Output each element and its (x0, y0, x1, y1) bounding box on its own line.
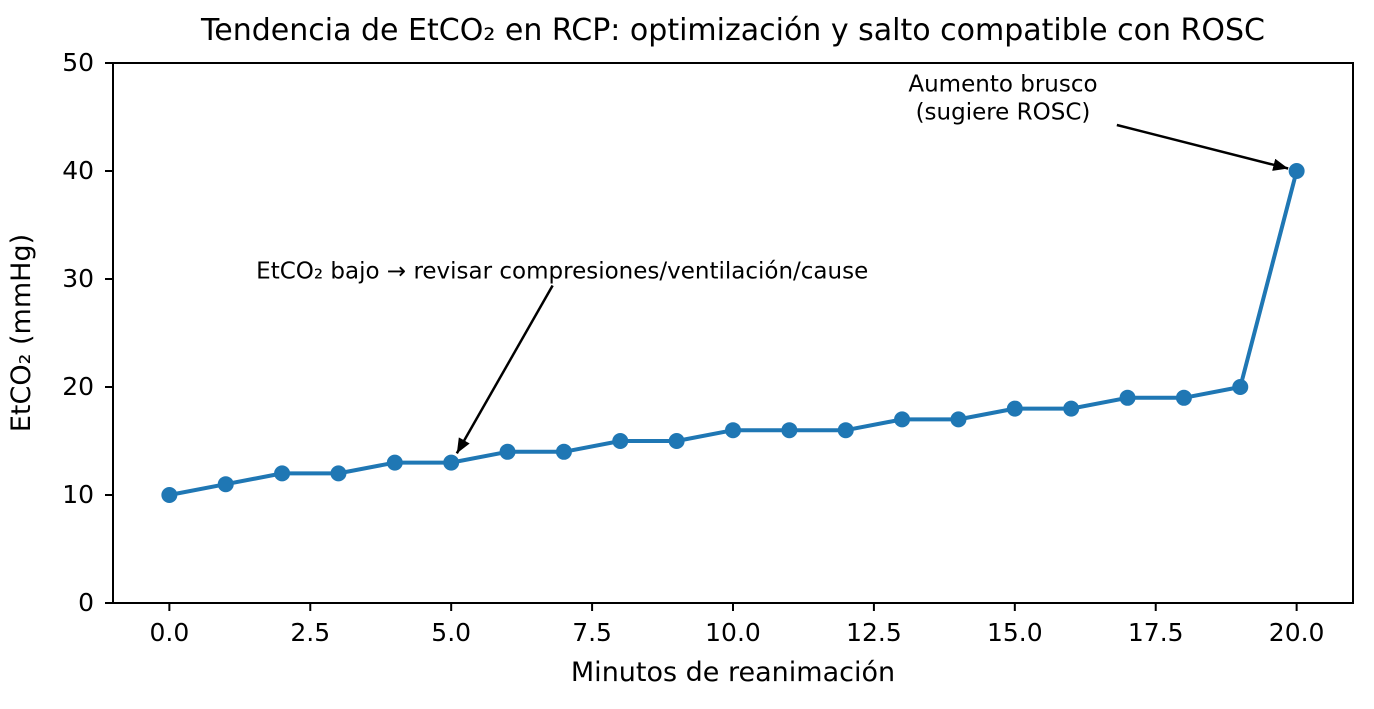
x-tick-label: 5.0 (431, 618, 471, 647)
etco2-series (161, 163, 1305, 503)
data-point-marker (443, 454, 460, 471)
data-point-marker (668, 433, 685, 449)
x-tick-label: 20.0 (1269, 618, 1325, 647)
y-tick-label: 20 (62, 372, 94, 401)
data-point-marker (950, 411, 967, 428)
annotation-rosc-line-1: Aumento brusco (908, 72, 1097, 98)
y-tick-label: 10 (62, 480, 94, 509)
x-axis-label: Minutos de reanimación (571, 657, 895, 688)
data-point-marker (894, 411, 911, 428)
x-tick-label: 17.5 (1128, 618, 1184, 647)
y-tick-label: 0 (78, 588, 94, 617)
x-axis: 0.0 2.5 5.0 7.5 10.0 12.5 15.0 17.5 20.0 (149, 603, 1324, 647)
plot-frame (112, 62, 1354, 604)
x-tick-label: 12.5 (846, 618, 902, 647)
y-tick-label: 50 (62, 48, 94, 77)
y-tick-label: 30 (62, 264, 94, 293)
y-axis: 0 10 20 30 40 50 (62, 48, 113, 617)
data-point-marker (386, 454, 403, 471)
data-point-marker (781, 422, 798, 439)
annotation-low-etco2: EtCO₂ bajo → revisar compresiones/ventil… (256, 258, 868, 284)
y-axis-label: EtCO₂ (mmHg) (6, 234, 37, 432)
data-point-marker (1288, 163, 1305, 179)
data-point-marker (555, 443, 572, 460)
x-tick-label: 2.5 (290, 618, 330, 647)
data-point-marker (217, 476, 234, 493)
x-tick-label: 0.0 (149, 618, 189, 647)
data-point-marker (1232, 379, 1249, 395)
data-point-marker (725, 422, 741, 439)
x-tick-label: 10.0 (705, 618, 761, 647)
annotation-arrow-rosc (1116, 123, 1289, 171)
annotation-arrow-low-etco2 (455, 284, 554, 455)
data-point-marker (161, 487, 178, 503)
data-point-marker (330, 465, 347, 482)
data-point-marker (1006, 400, 1023, 417)
data-point-marker (1119, 389, 1136, 406)
data-point-marker (837, 422, 854, 439)
x-tick-label: 15.0 (987, 618, 1043, 647)
x-tick-label: 7.5 (572, 618, 612, 647)
data-point-marker (1063, 400, 1080, 417)
data-point-marker (1175, 389, 1192, 406)
annotation-rosc-line-2: (sugiere ROSC) (916, 100, 1091, 126)
y-tick-label: 40 (62, 156, 94, 185)
data-point-marker (499, 443, 516, 460)
chart-title: Tendencia de EtCO₂ en RCP: optimización … (200, 13, 1265, 48)
data-point-marker (612, 433, 629, 449)
data-point-marker (274, 465, 291, 482)
